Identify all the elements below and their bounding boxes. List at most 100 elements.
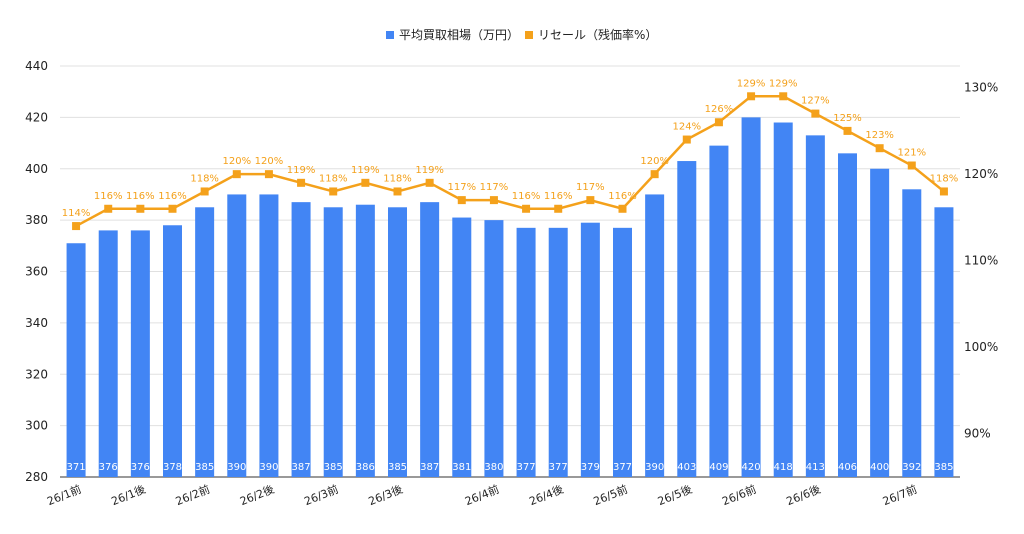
y-left-tick-label: 420: [25, 110, 48, 124]
bar-value-labels: 371 376 376 378 385 390 390 387 385 386 385 387 381 3…: [67, 462, 954, 473]
x-axis-ticks: 26/1前 26/1後 26/2前 26/2後 26/3前 26/3後 26/4前 26/4後…: [45, 482, 919, 508]
bar: [580, 222, 600, 477]
bar: [741, 117, 761, 477]
resale-value-label: 127%: [801, 96, 830, 107]
bar: [677, 161, 697, 477]
resale-value-label: 120%: [640, 156, 669, 167]
y-left-tick-label: 400: [25, 162, 48, 176]
resale-line: [72, 92, 948, 231]
legend-swatch-line: [525, 31, 533, 39]
resale-value-label: 121%: [897, 148, 926, 159]
resale-value-label: 118%: [190, 173, 219, 184]
bar-value-label: 385: [195, 462, 214, 473]
x-tick-label: 26/2後: [238, 482, 276, 508]
bar: [163, 225, 182, 477]
bar-value-label: 385: [388, 462, 407, 473]
bar-value-label: 386: [356, 462, 375, 473]
bar: [773, 122, 793, 477]
y-right-tick-label: 90%: [964, 427, 991, 441]
bar: [355, 204, 375, 477]
left-axis-ticks: 280 300 320 340 360 380 400 420 440: [25, 59, 48, 484]
x-tick-label: 26/6前: [720, 482, 758, 508]
bar-value-label: 392: [902, 462, 921, 473]
bar-value-label: 371: [67, 462, 86, 473]
bar-value-label: 376: [131, 462, 150, 473]
bar-value-label: 400: [870, 462, 889, 473]
bar-value-label: 378: [163, 462, 182, 473]
bar-value-label: 387: [420, 462, 439, 473]
resale-point: [779, 92, 788, 101]
resale-value-label: 117%: [576, 182, 605, 193]
bar: [420, 202, 440, 478]
bar: [452, 217, 472, 477]
bar-value-label: 380: [484, 462, 503, 473]
bar: [645, 194, 665, 477]
x-tick-label: 26/3後: [366, 482, 404, 508]
bar-value-label: 377: [613, 462, 632, 473]
resale-line-path: [75, 95, 945, 228]
resale-value-label: 116%: [544, 191, 573, 202]
resale-value-label: 116%: [94, 191, 123, 202]
resale-point: [329, 187, 338, 196]
resale-value-label: 120%: [255, 156, 284, 167]
resale-value-label: 129%: [769, 78, 798, 89]
resale-point: [361, 178, 370, 187]
bar: [516, 227, 536, 477]
resale-point: [843, 126, 852, 135]
resale-value-label: 124%: [672, 122, 701, 133]
legend-label-bar: 平均買取相場（万円）: [399, 28, 519, 42]
x-tick-label: 26/1後: [109, 482, 147, 508]
resale-point: [136, 204, 145, 213]
bar-value-label: 385: [934, 462, 953, 473]
y-right-tick-label: 130%: [964, 81, 998, 95]
x-tick-label: 26/6後: [784, 482, 822, 508]
bar: [227, 194, 247, 477]
resale-point: [747, 92, 756, 101]
bar: [195, 207, 215, 477]
x-tick-label: 26/3前: [302, 482, 340, 508]
bar-value-label: 385: [324, 462, 343, 473]
bar-value-label: 409: [709, 462, 728, 473]
resale-value-label: 129%: [737, 78, 766, 89]
resale-value-label: 118%: [319, 173, 348, 184]
resale-value-label: 116%: [158, 191, 187, 202]
resale-point: [232, 170, 241, 179]
bar-value-label: 381: [452, 462, 471, 473]
resale-point: [489, 196, 498, 205]
resale-point: [104, 204, 113, 213]
bar: [709, 145, 729, 477]
resale-point: [554, 204, 563, 213]
x-tick-label: 26/4前: [463, 482, 501, 508]
resale-point: [522, 204, 531, 213]
resale-point: [682, 135, 691, 144]
resale-point: [811, 109, 820, 118]
legend-label-line: リセール（残価率%）: [538, 27, 657, 42]
bar: [484, 220, 504, 477]
bar: [388, 207, 407, 477]
resale-value-label: 119%: [287, 165, 316, 176]
bar-value-label: 418: [774, 462, 793, 473]
bar-value-label: 403: [677, 462, 696, 473]
resale-value-label: 118%: [383, 173, 412, 184]
resale-point: [714, 118, 723, 127]
bar-value-label: 387: [292, 462, 311, 473]
resale-point: [425, 178, 434, 187]
bar-value-label: 406: [838, 462, 857, 473]
resale-value-label: 119%: [351, 165, 380, 176]
y-right-tick-label: 100%: [964, 340, 998, 354]
y-left-tick-label: 340: [25, 316, 48, 330]
resale-point: [907, 161, 916, 170]
bar-value-label: 390: [645, 462, 664, 473]
resale-value-label: 116%: [608, 191, 637, 202]
resale-value-label: 116%: [512, 191, 541, 202]
bar-value-label: 390: [227, 462, 246, 473]
resale-value-label: 119%: [415, 165, 444, 176]
resale-point: [297, 178, 306, 187]
x-tick-label: 26/1前: [45, 482, 83, 508]
right-axis-ticks: 90% 100% 110% 120% 130%: [964, 81, 998, 441]
y-right-tick-label: 120%: [964, 167, 998, 181]
resale-point: [200, 187, 209, 196]
bar-value-label: 376: [99, 462, 118, 473]
